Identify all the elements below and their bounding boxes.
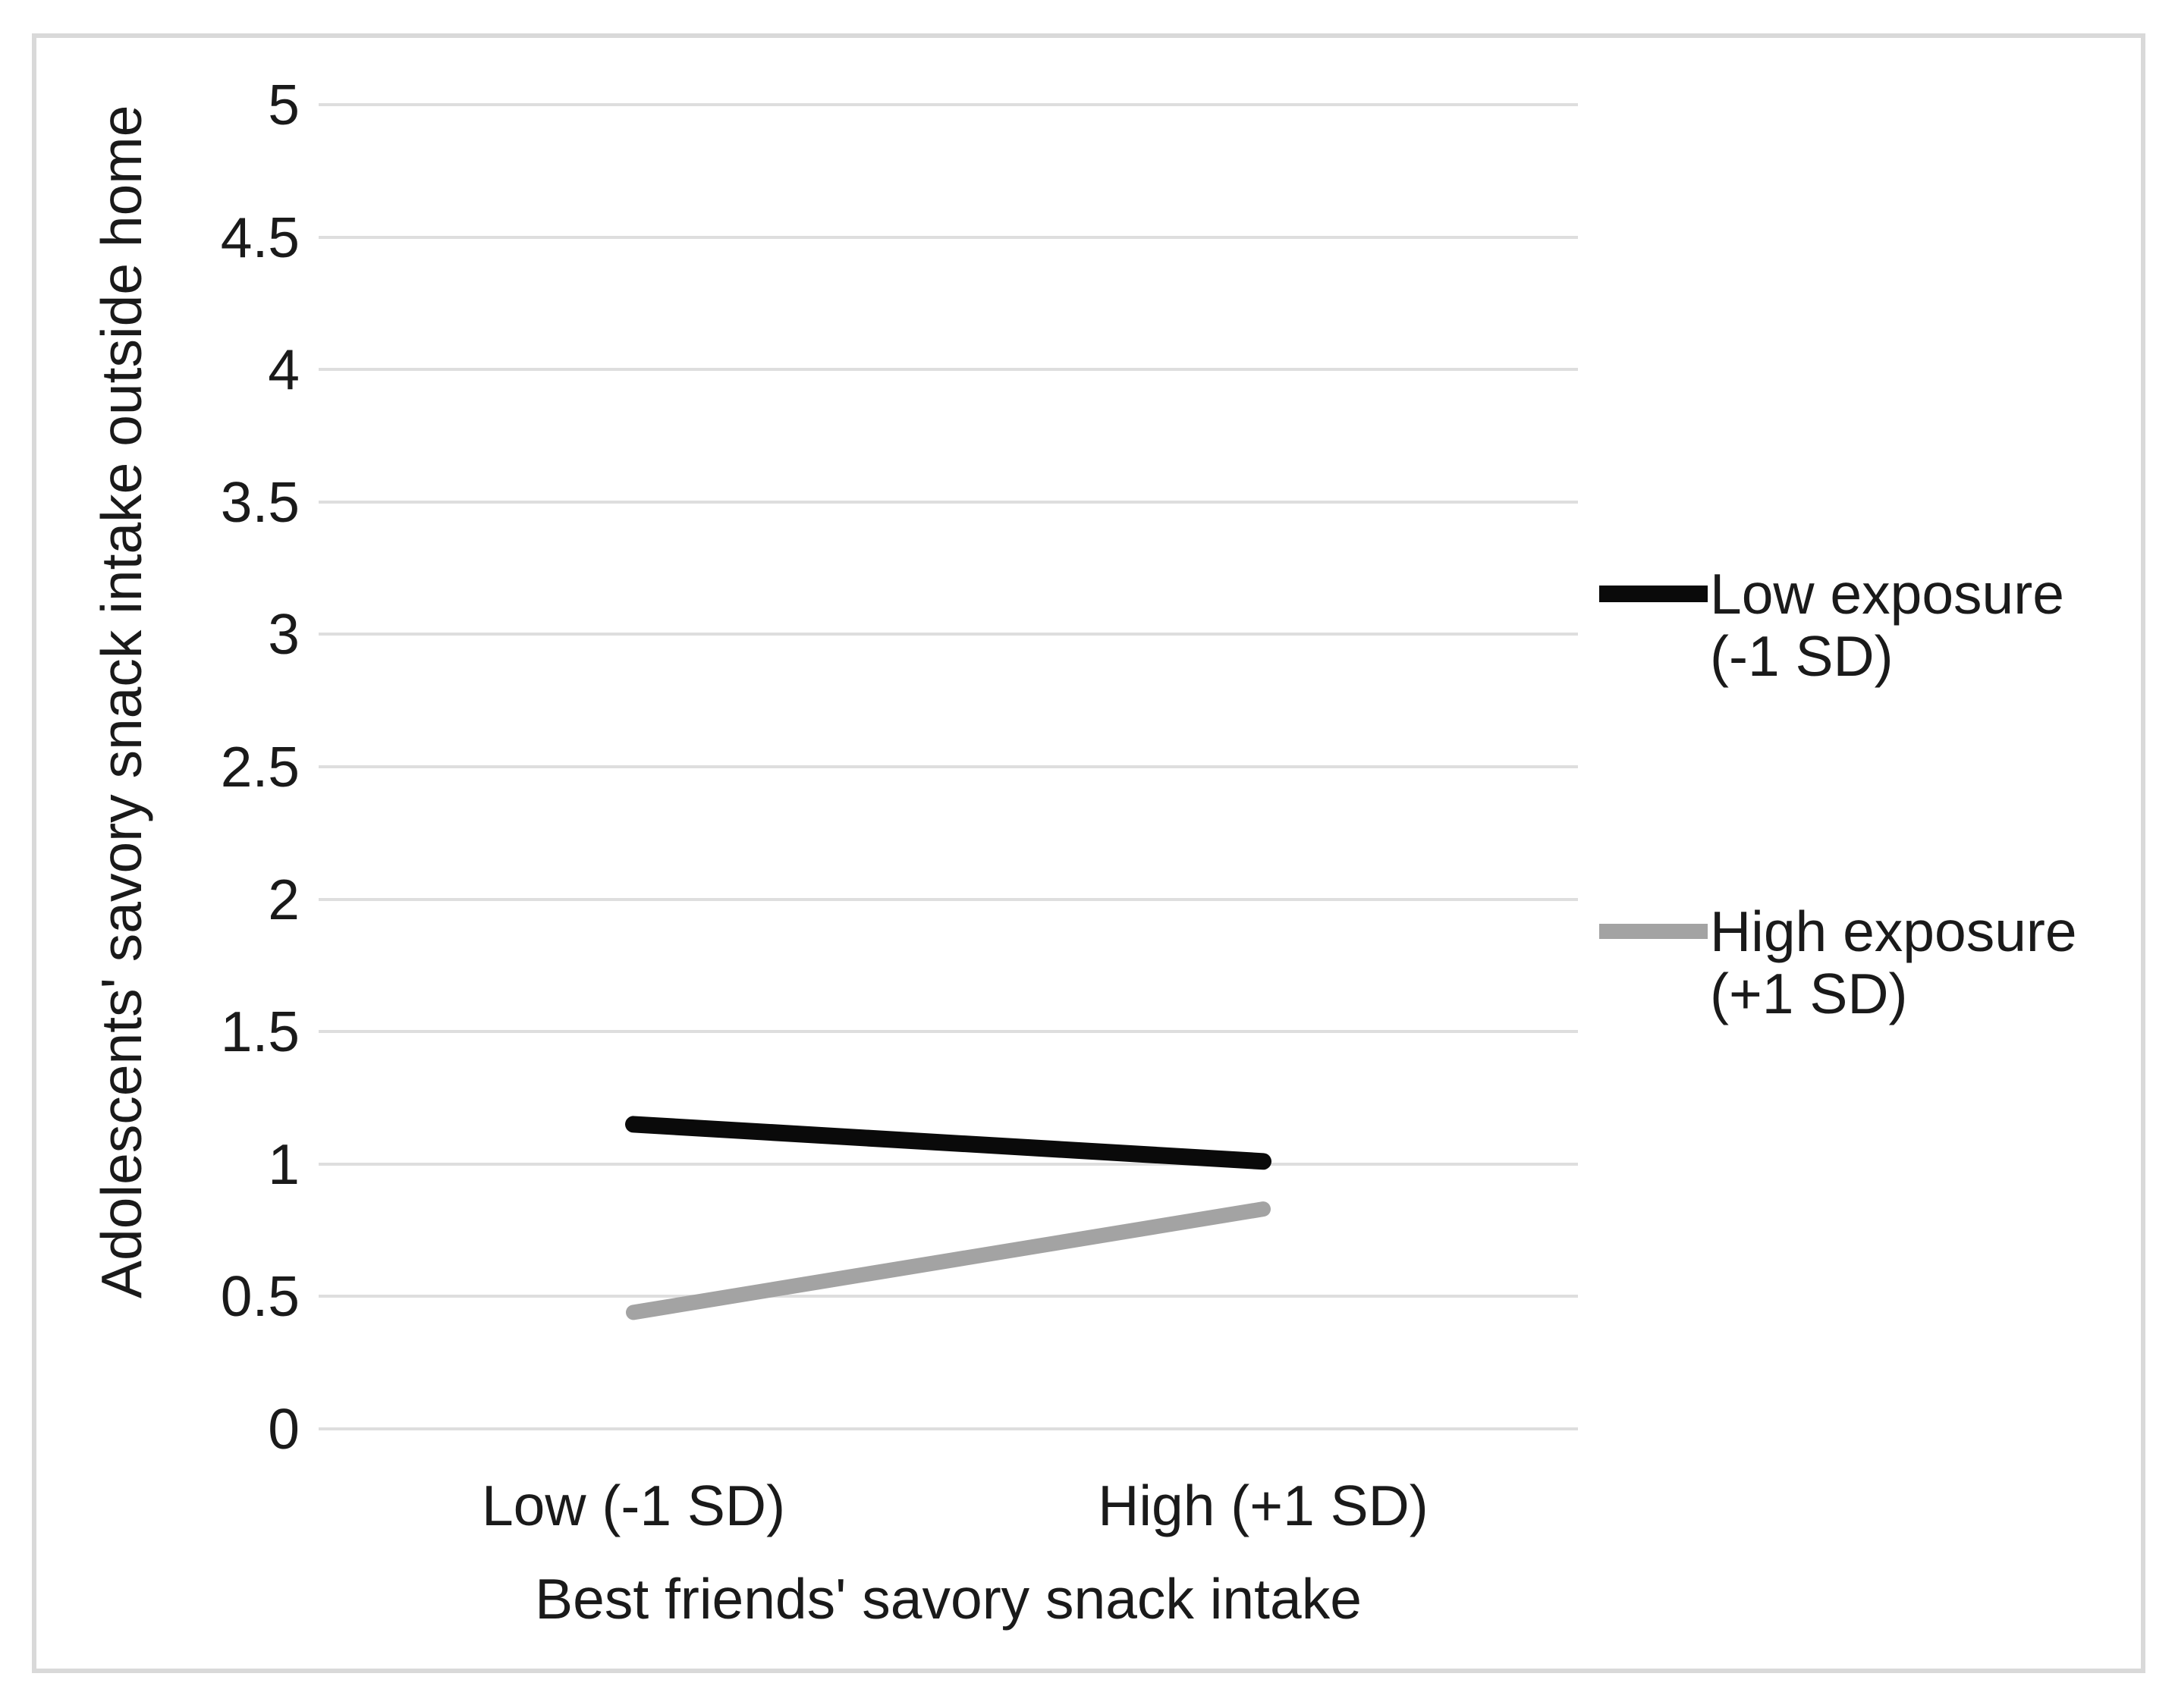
gridline-y-0.5 xyxy=(319,1295,1578,1298)
gridline-y-0 xyxy=(319,1427,1578,1430)
y-tick-label-3.5: 3.5 xyxy=(220,469,300,534)
y-tick-label-1.5: 1.5 xyxy=(220,1000,300,1064)
legend-label-0: Low exposure (-1 SD) xyxy=(1710,563,2064,687)
legend-swatch-1 xyxy=(1599,924,1708,939)
gridline-y-3.5 xyxy=(319,500,1578,504)
plot-area xyxy=(319,103,1578,1430)
y-tick-label-2.5: 2.5 xyxy=(220,735,300,799)
legend-label-line: (-1 SD) xyxy=(1710,624,1894,688)
series-line-1 xyxy=(626,1201,1271,1320)
y-tick-label-0.5: 0.5 xyxy=(220,1264,300,1329)
y-tick-label-4: 4 xyxy=(268,338,300,402)
gridline-y-2 xyxy=(319,897,1578,901)
legend-item-1: High exposure (+1 SD) xyxy=(1599,900,2077,1025)
legend-label-line: (+1 SD) xyxy=(1710,962,1908,1025)
x-category-label-1: High (+1 SD) xyxy=(1098,1474,1429,1537)
legend-label-1: High exposure (+1 SD) xyxy=(1710,900,2077,1025)
figure-border xyxy=(32,33,2145,1673)
y-tick-label-2: 2 xyxy=(268,867,300,931)
legend-item-0: Low exposure (-1 SD) xyxy=(1599,563,2064,687)
x-axis-title: Best friends' savory snack intake xyxy=(535,1567,1362,1631)
gridline-y-2.5 xyxy=(319,765,1578,768)
legend-swatch-0 xyxy=(1599,586,1708,602)
gridline-y-3 xyxy=(319,633,1578,636)
series-lines xyxy=(625,1116,1271,1320)
gridline-y-1.5 xyxy=(319,1030,1578,1034)
gridline-y-5 xyxy=(319,103,1578,106)
y-tick-label-4.5: 4.5 xyxy=(220,205,300,269)
y-tick-label-1: 1 xyxy=(268,1132,300,1196)
y-tick-label-3: 3 xyxy=(268,602,300,667)
y-tick-label-0: 0 xyxy=(268,1397,300,1461)
gridline-y-4 xyxy=(319,368,1578,372)
gridline-y-1 xyxy=(319,1162,1578,1166)
legend-label-line: High exposure xyxy=(1710,900,2077,963)
legend-label-line: Low exposure xyxy=(1710,562,2064,626)
series-line-0 xyxy=(625,1116,1271,1170)
y-axis-title: Adolescents' savory snack intake outside… xyxy=(90,105,153,1299)
y-tick-label-5: 5 xyxy=(268,73,300,137)
gridline-y-4.5 xyxy=(319,235,1578,239)
x-category-label-0: Low (-1 SD) xyxy=(481,1474,786,1537)
